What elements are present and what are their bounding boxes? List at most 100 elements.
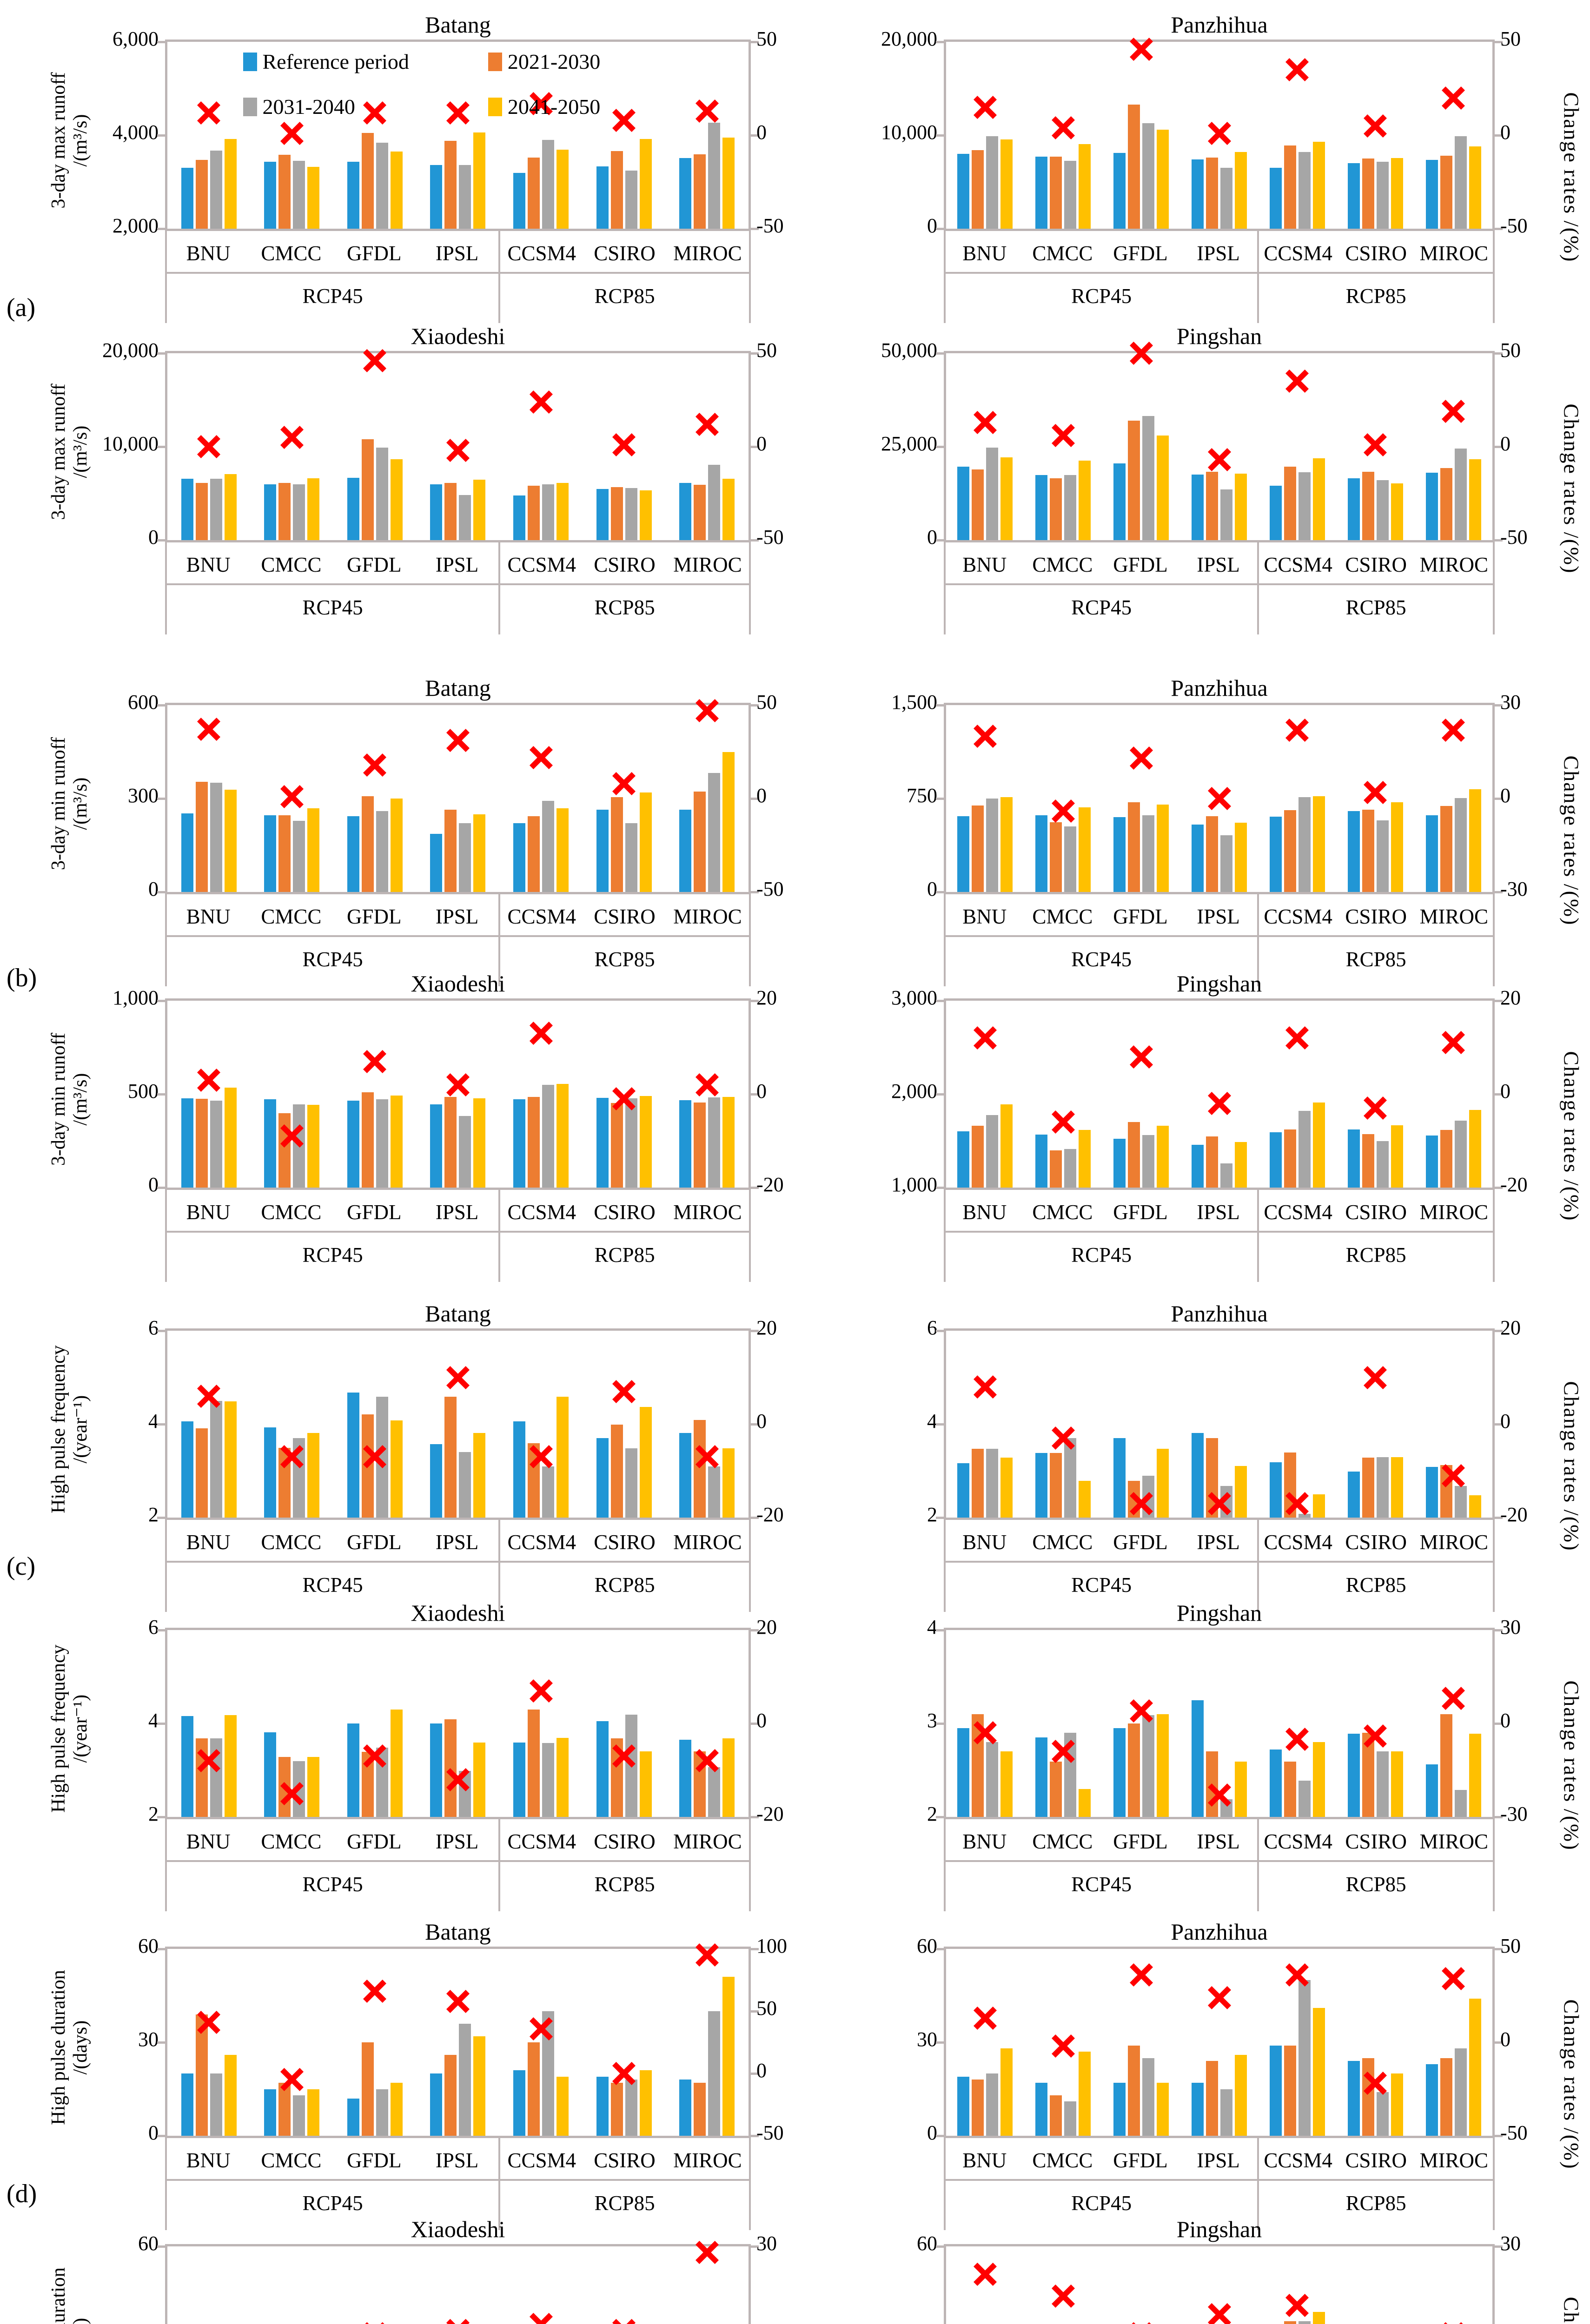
scenario-axis: RCP45 RCP85 xyxy=(165,272,751,323)
scenario-axis: RCP45 RCP85 xyxy=(165,935,751,986)
x-marker-icon xyxy=(280,425,304,449)
scenario-axis: RCP45 RCP85 xyxy=(944,583,1495,634)
bar-2021-2030 xyxy=(195,1098,208,1188)
category-label-csiro: CSIRO xyxy=(594,2149,656,2172)
bar-2041-2050 xyxy=(1391,802,1403,892)
bar-2021-2030 xyxy=(1440,156,1452,229)
scenario-label-rcp85: RCP85 xyxy=(594,1243,655,1267)
scenario-label-rcp85: RCP85 xyxy=(594,1873,655,1896)
bar-2031-2040 xyxy=(376,1099,388,1188)
scenario-axis: RCP45 RCP85 xyxy=(165,2179,751,2230)
y-tick-label: 0 xyxy=(927,2121,937,2144)
bar-2041-2050 xyxy=(1234,823,1247,892)
change-rate-marker xyxy=(1442,1464,1465,1487)
right-axis-title-text: Change rates /(%) xyxy=(1559,2297,1584,2324)
right-axis-tick xyxy=(750,2073,759,2075)
x-marker-icon xyxy=(612,1744,636,1768)
change-rate-marker xyxy=(1051,116,1075,139)
x-marker-icon xyxy=(363,349,387,373)
bar-2041-2050 xyxy=(390,152,403,229)
bar-group-miroc xyxy=(665,1630,749,1817)
y-axis-tick-labels: 6,000 4,000 2,000 xyxy=(95,12,165,318)
bar-2041-2050 xyxy=(1079,1789,1091,1817)
bar-2021-2030 xyxy=(1128,802,1140,892)
bar-2041-2050 xyxy=(307,478,320,540)
category-axis: BNU CMCC GFDL IPSL CCSM4 CSIRO MIROC xyxy=(944,542,1495,583)
right-axis-tick xyxy=(1494,1816,1503,1818)
category-label-cmcc: CMCC xyxy=(261,1201,322,1224)
y-axis-title-text: High pulse duration/(days) xyxy=(48,1970,92,2125)
change-rate-marker xyxy=(446,729,470,753)
x-marker-icon xyxy=(695,1445,719,1469)
x-marker-icon xyxy=(529,2312,553,2324)
change-rate-marker xyxy=(197,101,221,125)
bar-2041-2050 xyxy=(1391,483,1403,540)
x-marker-icon xyxy=(1285,718,1309,742)
x-marker-icon xyxy=(197,435,221,458)
scenario-axis: RCP45 RCP85 xyxy=(165,1860,751,1911)
bar-2031-2040 xyxy=(986,2073,999,2136)
category-label-miroc: MIROC xyxy=(673,553,742,576)
right-axis-tick xyxy=(750,1816,759,1818)
y-axis-tick xyxy=(157,2041,166,2044)
category-label-gfdl: GFDL xyxy=(346,905,402,928)
bar-group-csiro xyxy=(1336,1630,1414,1817)
right-axis-tick xyxy=(1494,2245,1503,2248)
bar-2031-2040 xyxy=(459,495,471,540)
bar-reference-period xyxy=(1035,1453,1048,1518)
y-axis-title-line: /(m³/s) xyxy=(70,1073,91,1126)
bar-2041-2050 xyxy=(1312,2311,1325,2324)
x-marker-icon xyxy=(1207,1492,1231,1515)
change-rate-marker xyxy=(1364,433,1387,456)
y-axis-tick xyxy=(157,1423,166,1426)
bar-2031-2040 xyxy=(542,140,555,229)
change-rate-marker xyxy=(197,1749,221,1773)
x-marker-icon xyxy=(973,410,997,434)
y-tick-label: 2 xyxy=(148,1503,159,1526)
category-label-ipsl: IPSL xyxy=(1179,1819,1259,1860)
bar-reference-period xyxy=(1035,815,1048,892)
y-axis-tick xyxy=(157,1629,166,1631)
bar-reference-period xyxy=(1035,157,1048,229)
chart-title: Xiaodeshi xyxy=(411,971,505,997)
right-axis-title: Change rates /(%) xyxy=(1553,971,1590,1277)
bar-group-ccsm4 xyxy=(1258,1949,1336,2136)
bar-group-gfdl xyxy=(333,705,417,892)
bar-2021-2030 xyxy=(694,154,706,229)
right-axis-tick xyxy=(750,2245,759,2248)
bar-group-gfdl xyxy=(1102,705,1180,892)
bar-group-ipsl xyxy=(417,353,500,540)
x-marker-icon xyxy=(1443,2322,1464,2324)
right-tick-label: 50 xyxy=(756,339,777,362)
bar-2041-2050 xyxy=(1234,1142,1247,1188)
change-rate-marker xyxy=(197,718,221,741)
x-marker-icon xyxy=(695,2241,719,2265)
bar-2041-2050 xyxy=(1157,1714,1169,1817)
y-axis-tick xyxy=(157,1093,166,1096)
change-rate-marker xyxy=(363,1744,387,1768)
plot-area xyxy=(936,342,1503,542)
bar-reference-period xyxy=(1269,1462,1282,1518)
bar-reference-period xyxy=(347,1392,359,1518)
scenario-label-rcp85: RCP85 xyxy=(1345,1873,1406,1896)
change-rate-marker xyxy=(446,101,470,125)
category-label-cmcc: CMCC xyxy=(1032,242,1093,265)
right-axis-title-text: Change rates /(%) xyxy=(1559,403,1583,574)
right-axis-tick xyxy=(1494,1723,1503,1725)
y-tick-label: 6 xyxy=(927,1316,937,1339)
right-axis-tick xyxy=(1494,1948,1503,1950)
bar-2041-2050 xyxy=(1079,807,1091,892)
bar-2021-2030 xyxy=(278,2083,291,2136)
y-tick-label: 500 xyxy=(128,1080,159,1103)
change-rate-marker xyxy=(1442,718,1465,742)
right-axis-tick-labels: 20 0 -20 xyxy=(1495,971,1553,1277)
bar-reference-period xyxy=(430,1444,443,1518)
bar-2031-2040 xyxy=(459,1452,471,1518)
category-label-cmcc: CMCC xyxy=(261,2149,322,2172)
bar-2041-2050 xyxy=(1469,1110,1481,1188)
bar-2041-2050 xyxy=(1157,129,1169,229)
y-axis-tick xyxy=(936,2135,944,2137)
bar-reference-period xyxy=(596,1098,609,1188)
y-tick-label: 6 xyxy=(148,1616,159,1638)
bar-group-ipsl xyxy=(417,1949,500,2136)
